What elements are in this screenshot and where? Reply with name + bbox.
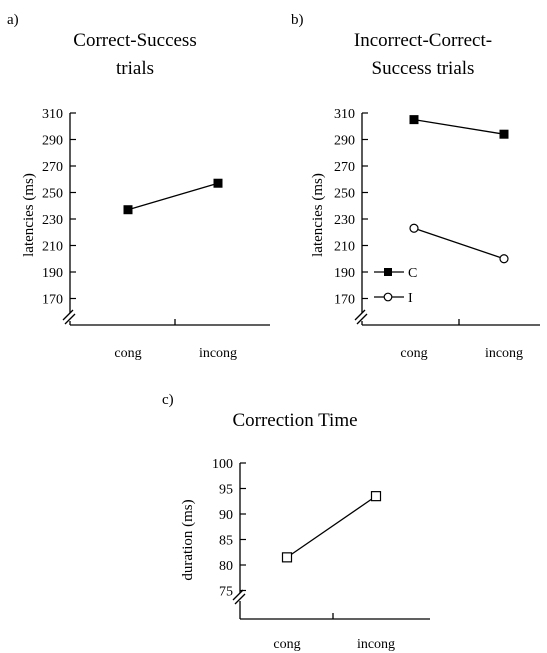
- data-point: [370, 491, 382, 502]
- chart-title-line: Incorrect-Correct-: [354, 30, 492, 51]
- y-axis: [62, 113, 76, 325]
- y-tick-label: 290: [42, 134, 63, 149]
- y-tick-label: 310: [334, 107, 355, 122]
- y-tick-label: 95: [219, 483, 233, 498]
- legend-marker: [384, 268, 392, 276]
- x-tick-label: cong: [400, 346, 427, 361]
- legend-label: I: [408, 291, 413, 306]
- series-C: [409, 115, 509, 139]
- y-axis-label: latencies (ms): [310, 173, 326, 257]
- data-point: [499, 129, 509, 139]
- data-point: [281, 552, 293, 563]
- x-tick-label: incong: [199, 346, 237, 361]
- series-0: [123, 178, 223, 215]
- y-axis: [354, 113, 368, 325]
- axis-break-mark: [234, 593, 246, 605]
- y-tick-label: 90: [219, 508, 233, 523]
- chart-title-line: Correction Time: [232, 410, 357, 431]
- x-tick-label: cong: [114, 346, 141, 361]
- axis-break-mark: [62, 309, 74, 321]
- data-point: [409, 223, 419, 233]
- y-axis-label: latencies (ms): [21, 173, 37, 257]
- axis-break-mark: [354, 309, 366, 321]
- axis-break-mark: [64, 313, 76, 325]
- series-line: [127, 182, 219, 211]
- y-tick-label: 270: [42, 160, 63, 175]
- chart-title-line: Correct-Success: [73, 30, 196, 51]
- y-tick-label: 190: [42, 266, 63, 281]
- y-tick-label: 85: [219, 534, 233, 549]
- y-tick-label: 250: [334, 187, 355, 202]
- y-axis: [232, 463, 246, 619]
- y-tick-label: 290: [334, 134, 355, 149]
- y-tick-label: 210: [334, 240, 355, 255]
- series-0: [281, 491, 382, 563]
- y-tick-label: 270: [334, 160, 355, 175]
- y-tick-label: 170: [334, 293, 355, 308]
- panel-letter: a): [7, 12, 19, 28]
- y-tick-label: 75: [219, 585, 233, 600]
- series-line: [413, 118, 505, 135]
- chart-panel-1: b) Incorrect-Correct- Success trials 170 190…: [291, 12, 540, 361]
- y-tick-label: 230: [334, 213, 355, 228]
- y-tick-label: 100: [212, 457, 233, 472]
- y-tick-label: 190: [334, 266, 355, 281]
- data-point: [409, 115, 419, 125]
- series-I: [409, 223, 509, 264]
- panel-letter: c): [162, 392, 174, 408]
- y-axis-label: duration (ms): [180, 499, 196, 580]
- chart-title-line: trials: [116, 58, 154, 79]
- x-tick-label: cong: [273, 637, 300, 652]
- data-point: [213, 178, 223, 188]
- axis-break-mark: [232, 589, 244, 601]
- axis-break-mark: [356, 313, 368, 325]
- series-line: [286, 495, 377, 558]
- x-tick-label: incong: [485, 346, 523, 361]
- y-tick-label: 310: [42, 107, 63, 122]
- legend-label: C: [408, 266, 417, 281]
- y-tick-label: 210: [42, 240, 63, 255]
- chart-panel-0: a) Correct-Success trials 170 190 210 230 250 27…: [7, 12, 270, 361]
- legend: CI: [374, 266, 417, 306]
- y-tick-label: 230: [42, 213, 63, 228]
- chart-title-line: Success trials: [372, 58, 475, 79]
- data-point: [499, 254, 509, 264]
- y-tick-label: 250: [42, 187, 63, 202]
- x-tick-label: incong: [357, 637, 395, 652]
- y-tick-label: 170: [42, 293, 63, 308]
- legend-marker: [383, 292, 393, 302]
- panel-letter: b): [291, 12, 304, 28]
- series-line: [413, 227, 505, 260]
- data-point: [123, 205, 133, 215]
- chart-panel-2: c) Correction Time 75 80 85 90 95 100 duration (…: [162, 392, 430, 652]
- y-tick-label: 80: [219, 559, 233, 574]
